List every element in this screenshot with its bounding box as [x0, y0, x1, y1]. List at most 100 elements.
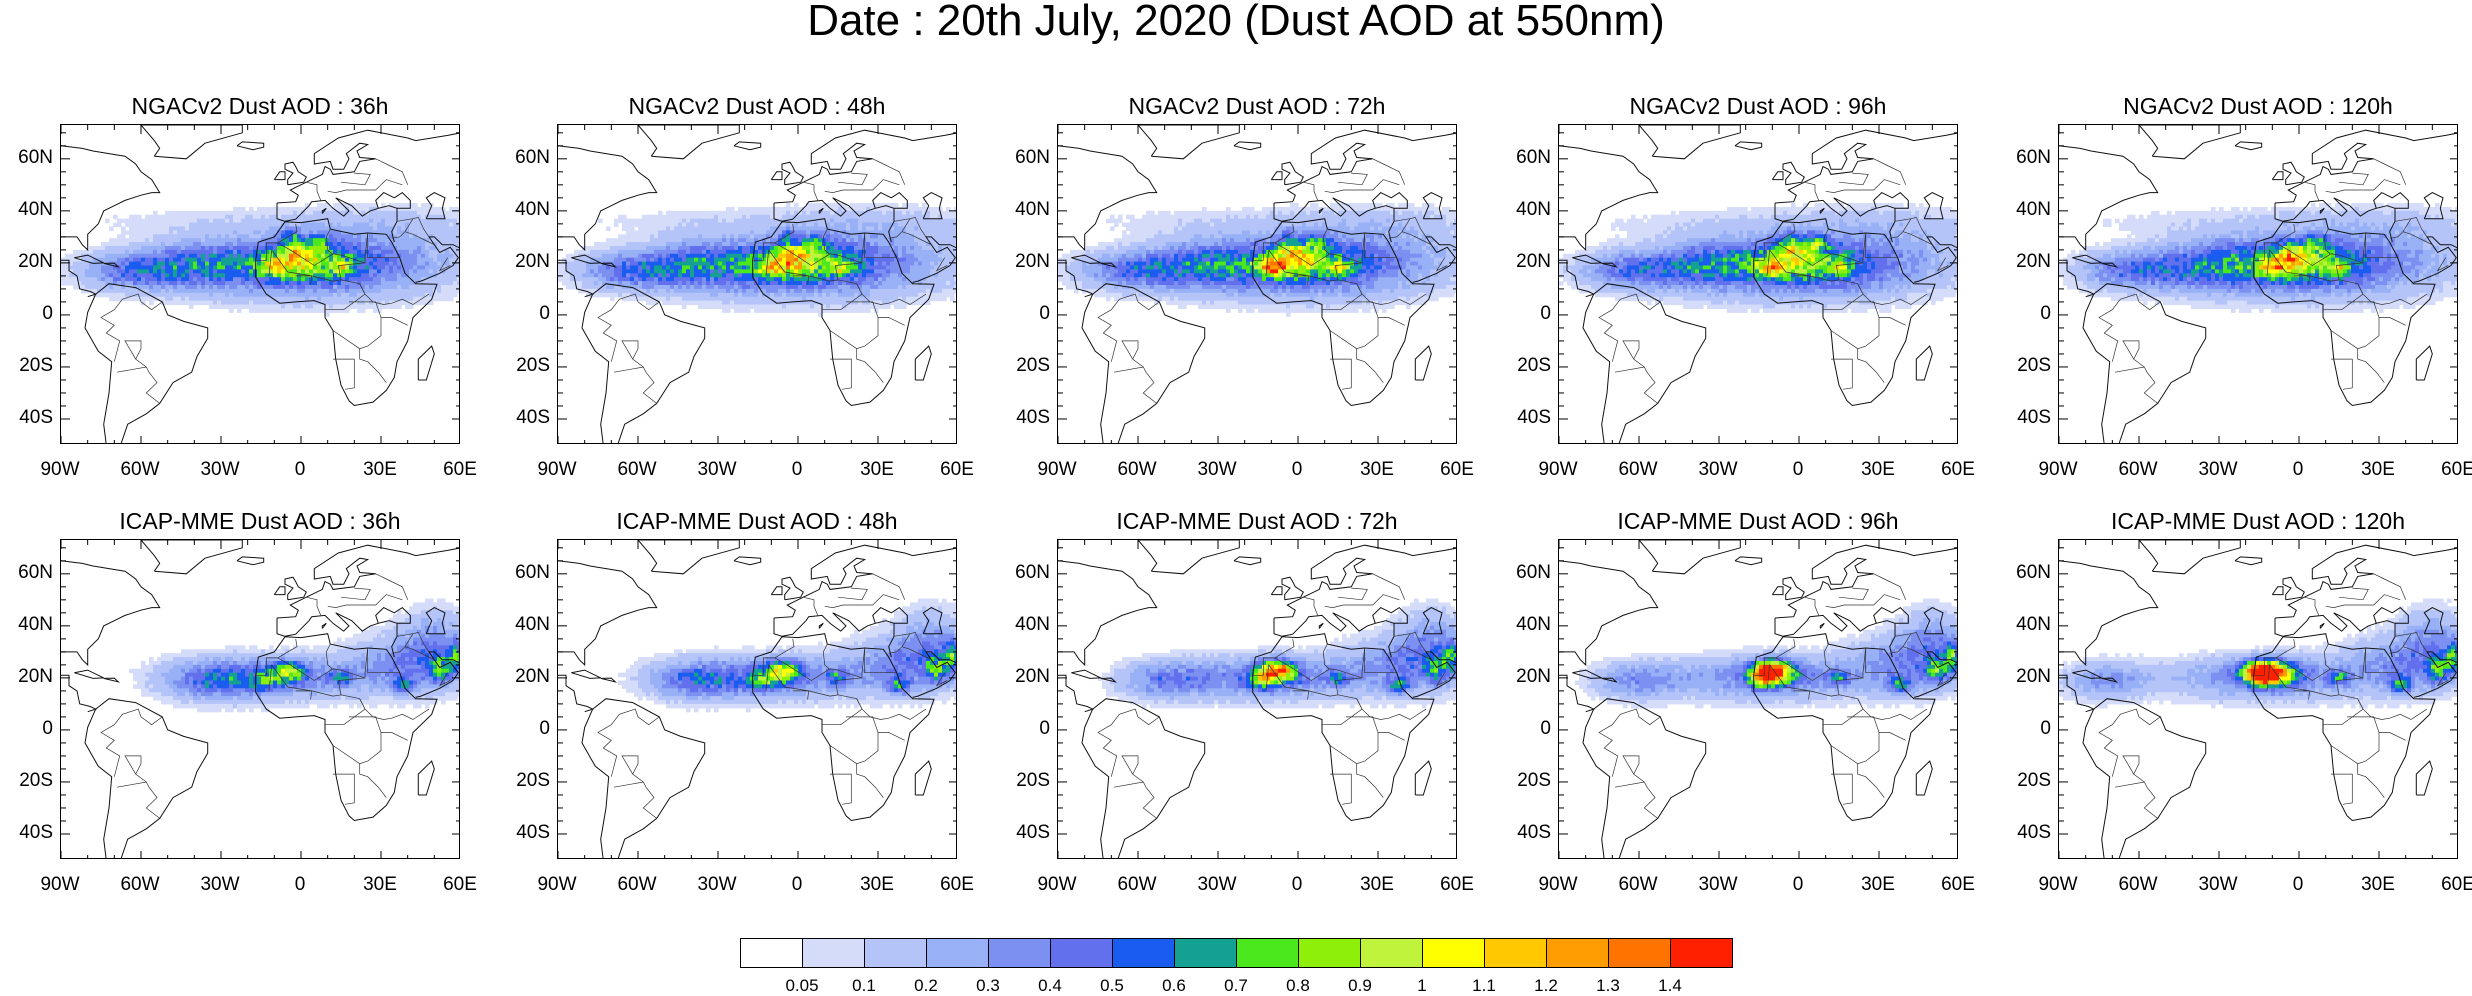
y-tick-label: 0 — [510, 304, 550, 324]
y-tick-label: 40S — [510, 408, 550, 428]
y-tick-label: 40N — [2011, 615, 2051, 635]
y-tick-label: 20S — [2011, 356, 2051, 376]
colorbar-swatch — [988, 938, 1051, 968]
x-tick-label: 60W — [110, 875, 170, 895]
panel-title: ICAP-MME Dust AOD : 72h — [1057, 507, 1457, 535]
x-tick-label: 30W — [1187, 875, 1247, 895]
y-tick-label: 20N — [1511, 667, 1551, 687]
colorbar-swatch — [1112, 938, 1175, 968]
colorbar-label: 1.3 — [1583, 976, 1633, 996]
y-tick-label: 40S — [2011, 408, 2051, 428]
x-tick-label: 90W — [527, 875, 587, 895]
y-tick-label: 20N — [1010, 667, 1050, 687]
dust-aod-map — [2059, 125, 2458, 444]
x-tick-label: 30E — [1848, 875, 1908, 895]
x-tick-label: 60W — [607, 875, 667, 895]
x-tick-label: 90W — [1528, 460, 1588, 480]
y-tick-label: 40N — [1010, 200, 1050, 220]
x-tick-label: 0 — [2268, 875, 2328, 895]
x-tick-label: 30W — [190, 875, 250, 895]
x-tick-label: 90W — [2028, 875, 2088, 895]
x-tick-label: 90W — [30, 875, 90, 895]
y-tick-label: 20S — [13, 771, 53, 791]
panel-title: NGACv2 Dust AOD : 72h — [1057, 92, 1457, 120]
y-tick-label: 0 — [1010, 719, 1050, 739]
y-tick-label: 60N — [1010, 563, 1050, 583]
x-tick-label: 60E — [1928, 460, 1988, 480]
x-tick-label: 60E — [2428, 460, 2472, 480]
x-tick-label: 30E — [2348, 875, 2408, 895]
x-tick-label: 30W — [2188, 460, 2248, 480]
y-tick-label: 20S — [2011, 771, 2051, 791]
y-tick-label: 60N — [13, 563, 53, 583]
colorbar-label: 0.6 — [1149, 976, 1199, 996]
x-tick-label: 90W — [1027, 875, 1087, 895]
x-tick-label: 30W — [687, 460, 747, 480]
map-area — [60, 124, 460, 444]
colorbar-label: 0.5 — [1087, 976, 1137, 996]
y-tick-label: 20N — [13, 667, 53, 687]
y-tick-label: 60N — [2011, 148, 2051, 168]
dust-aod-map — [558, 540, 957, 859]
colorbar-label: 1.2 — [1521, 976, 1571, 996]
map-area — [1057, 539, 1457, 859]
y-tick-label: 60N — [1511, 563, 1551, 583]
y-tick-label: 0 — [1511, 719, 1551, 739]
y-tick-label: 40N — [1511, 615, 1551, 635]
y-tick-label: 0 — [510, 719, 550, 739]
x-tick-label: 60W — [2108, 875, 2168, 895]
y-tick-label: 60N — [1511, 148, 1551, 168]
y-tick-label: 40S — [1010, 823, 1050, 843]
x-tick-label: 60E — [1427, 460, 1487, 480]
x-tick-label: 30E — [350, 460, 410, 480]
x-tick-label: 0 — [767, 460, 827, 480]
y-tick-label: 40S — [1511, 823, 1551, 843]
x-tick-label: 0 — [270, 875, 330, 895]
map-area — [557, 124, 957, 444]
colorbar-swatch — [1546, 938, 1609, 968]
dust-aod-map — [2059, 540, 2458, 859]
colorbar-swatch — [1670, 938, 1733, 968]
y-tick-label: 20N — [510, 252, 550, 272]
colorbar-swatch — [1236, 938, 1299, 968]
panel-title: NGACv2 Dust AOD : 36h — [60, 92, 460, 120]
y-tick-label: 0 — [2011, 304, 2051, 324]
x-tick-label: 30E — [1347, 875, 1407, 895]
y-tick-label: 0 — [13, 304, 53, 324]
y-tick-label: 20S — [510, 356, 550, 376]
map-area — [2058, 124, 2458, 444]
x-tick-label: 90W — [527, 460, 587, 480]
y-tick-label: 40S — [13, 823, 53, 843]
y-tick-label: 20N — [1010, 252, 1050, 272]
x-tick-label: 0 — [767, 875, 827, 895]
x-tick-label: 60W — [1107, 875, 1167, 895]
dust-aod-map — [1559, 125, 1958, 444]
y-tick-label: 20N — [13, 252, 53, 272]
panel-title: NGACv2 Dust AOD : 48h — [557, 92, 957, 120]
colorbar-label: 0.05 — [777, 976, 827, 996]
colorbar-swatch — [1484, 938, 1547, 968]
aod-field — [618, 599, 957, 713]
y-tick-label: 40S — [510, 823, 550, 843]
y-tick-label: 20S — [510, 771, 550, 791]
colorbar-swatch — [1174, 938, 1237, 968]
y-tick-label: 0 — [1010, 304, 1050, 324]
y-tick-label: 20S — [1010, 771, 1050, 791]
map-area — [2058, 539, 2458, 859]
panel-title: NGACv2 Dust AOD : 120h — [2058, 92, 2458, 120]
panel-title: ICAP-MME Dust AOD : 96h — [1558, 507, 1958, 535]
dust-aod-map — [1559, 540, 1958, 859]
x-tick-label: 0 — [1267, 875, 1327, 895]
x-tick-label: 30W — [1688, 460, 1748, 480]
y-tick-label: 20S — [1511, 356, 1551, 376]
y-tick-label: 60N — [2011, 563, 2051, 583]
colorbar-label: 1.4 — [1645, 976, 1695, 996]
x-tick-label: 60W — [1107, 460, 1167, 480]
colorbar-swatch — [1422, 938, 1485, 968]
